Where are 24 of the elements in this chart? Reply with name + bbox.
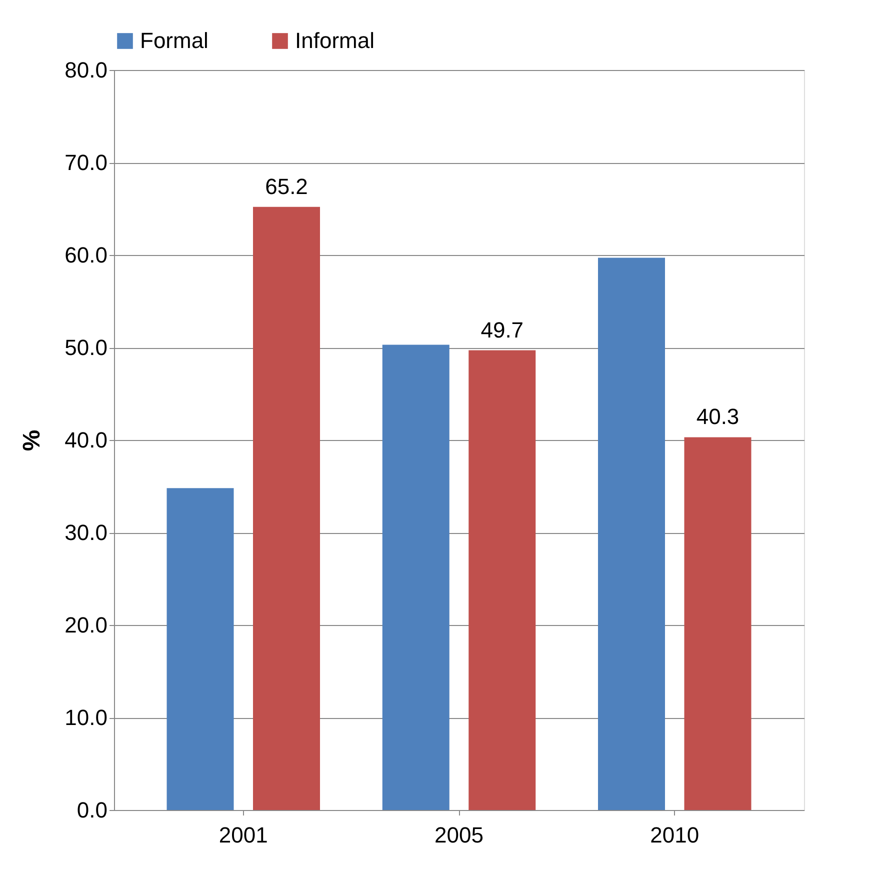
bar: [382, 344, 450, 810]
y-tick-label: 50.0: [64, 335, 108, 360]
bar: [166, 488, 234, 810]
y-tick-label: 30.0: [64, 520, 108, 545]
x-tick-label: 2010: [650, 822, 700, 848]
data-label: 49.7: [480, 317, 524, 342]
bar: [253, 206, 320, 810]
data-label: 40.3: [696, 404, 740, 430]
bar: [684, 437, 752, 810]
legend-label: Formal: [140, 28, 208, 53]
data-label: 65.2: [265, 174, 308, 199]
y-axis-title: %: [18, 430, 46, 452]
y-tick-label: 10.0: [64, 705, 108, 730]
x-tick-label: 2005: [434, 822, 484, 848]
x-tick-label: 2001: [218, 822, 268, 848]
y-tick-label: 80.0: [64, 58, 108, 82]
y-tick-label: 70.0: [64, 150, 108, 175]
y-tick-label: 20.0: [64, 612, 108, 638]
y-tick-label: 40.0: [64, 428, 108, 452]
legend-label: Informal: [295, 28, 374, 53]
y-tick-label: 60.0: [64, 242, 108, 268]
bar: [598, 258, 665, 810]
y-tick-label: 0.0: [76, 798, 108, 822]
bar: [468, 350, 536, 810]
